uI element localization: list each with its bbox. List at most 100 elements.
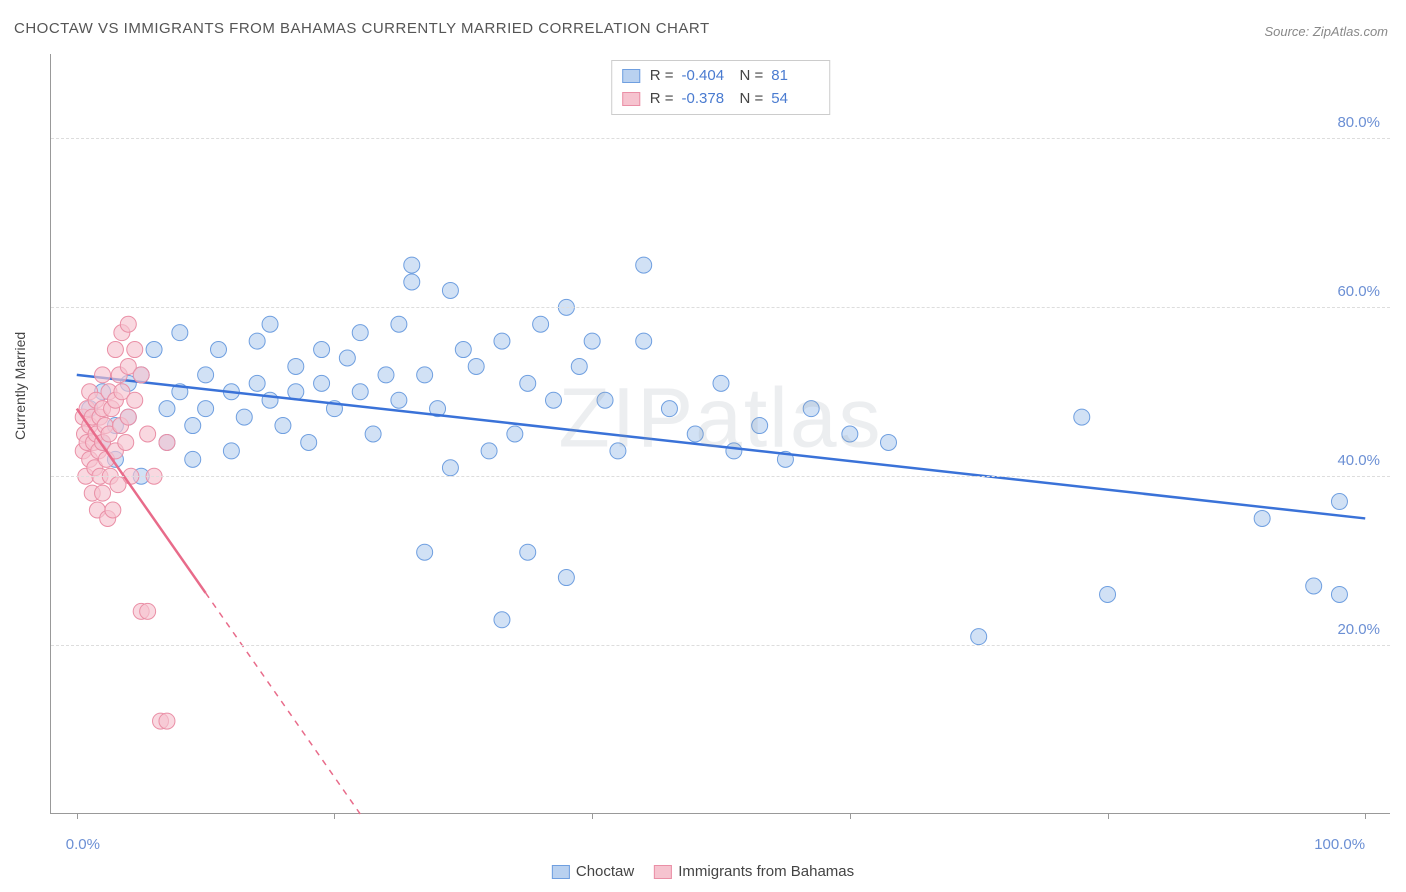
y-axis-label: Currently Married xyxy=(12,332,28,440)
scatter-point xyxy=(507,426,523,442)
x-tick xyxy=(77,813,78,819)
scatter-point xyxy=(636,257,652,273)
scatter-point xyxy=(236,409,252,425)
scatter-point xyxy=(404,274,420,290)
scatter-point xyxy=(597,392,613,408)
regression-line-dashed xyxy=(206,593,361,814)
scatter-point xyxy=(249,333,265,349)
scatter-point xyxy=(352,384,368,400)
scatter-point xyxy=(146,342,162,358)
scatter-point xyxy=(107,342,123,358)
scatter-point xyxy=(571,358,587,374)
plot-area: ZIPatlas R =-0.404N =81R =-0.378N =54 20… xyxy=(50,54,1390,814)
scatter-point xyxy=(314,375,330,391)
scatter-point xyxy=(546,392,562,408)
gridline xyxy=(51,645,1390,646)
scatter-point xyxy=(172,325,188,341)
x-tick xyxy=(1108,813,1109,819)
scatter-point xyxy=(661,401,677,417)
scatter-point xyxy=(118,434,134,450)
source-attribution: Source: ZipAtlas.com xyxy=(1264,24,1388,39)
scatter-point xyxy=(275,418,291,434)
scatter-point xyxy=(468,358,484,374)
scatter-point xyxy=(1306,578,1322,594)
scatter-point xyxy=(520,375,536,391)
legend-swatch xyxy=(622,92,640,106)
legend-stats-row: R =-0.378N =54 xyxy=(622,88,820,111)
scatter-point xyxy=(417,367,433,383)
stat-r-value: -0.378 xyxy=(682,88,730,111)
legend-swatch xyxy=(552,865,570,879)
scatter-point xyxy=(494,612,510,628)
gridline xyxy=(51,307,1390,308)
scatter-point xyxy=(636,333,652,349)
scatter-point xyxy=(120,409,136,425)
scatter-point xyxy=(288,358,304,374)
scatter-point xyxy=(185,451,201,467)
x-tick xyxy=(592,813,593,819)
legend-stats-box: R =-0.404N =81R =-0.378N =54 xyxy=(611,60,831,115)
scatter-point xyxy=(127,342,143,358)
scatter-point xyxy=(140,603,156,619)
x-tick xyxy=(334,813,335,819)
scatter-point xyxy=(558,570,574,586)
scatter-point xyxy=(971,629,987,645)
scatter-point xyxy=(95,485,111,501)
scatter-point xyxy=(159,401,175,417)
scatter-point xyxy=(140,426,156,442)
scatter-point xyxy=(314,342,330,358)
y-tick-label: 60.0% xyxy=(1337,283,1380,300)
scatter-point xyxy=(881,434,897,450)
stat-label: R = xyxy=(650,65,674,88)
stat-label: R = xyxy=(650,88,674,111)
scatter-point xyxy=(159,713,175,729)
scatter-point xyxy=(339,350,355,366)
scatter-point xyxy=(352,325,368,341)
scatter-point xyxy=(752,418,768,434)
legend-swatch xyxy=(654,865,672,879)
scatter-point xyxy=(533,316,549,332)
x-tick xyxy=(1365,813,1366,819)
scatter-point xyxy=(687,426,703,442)
stat-n-value: 81 xyxy=(771,65,819,88)
legend-bottom: ChoctawImmigrants from Bahamas xyxy=(552,863,854,880)
scatter-point xyxy=(520,544,536,560)
chart-title: CHOCTAW VS IMMIGRANTS FROM BAHAMAS CURRE… xyxy=(14,20,710,37)
legend-label: Choctaw xyxy=(576,863,634,880)
scatter-point xyxy=(159,434,175,450)
scatter-point xyxy=(1331,586,1347,602)
scatter-point xyxy=(404,257,420,273)
x-tick-label: 0.0% xyxy=(66,836,100,853)
x-tick xyxy=(850,813,851,819)
scatter-point xyxy=(481,443,497,459)
legend-stats-row: R = -0.404 N = 81 xyxy=(622,65,820,88)
scatter-point xyxy=(1254,510,1270,526)
scatter-point xyxy=(95,367,111,383)
stat-label: N = xyxy=(740,65,764,88)
scatter-point xyxy=(105,502,121,518)
scatter-point xyxy=(442,460,458,476)
scatter-point xyxy=(198,401,214,417)
scatter-point xyxy=(584,333,600,349)
scatter-point xyxy=(494,333,510,349)
scatter-point xyxy=(249,375,265,391)
scatter-point xyxy=(378,367,394,383)
scatter-point xyxy=(198,367,214,383)
legend-item: Choctaw xyxy=(552,863,634,880)
scatter-point xyxy=(442,282,458,298)
scatter-point xyxy=(1074,409,1090,425)
scatter-point xyxy=(185,418,201,434)
scatter-point xyxy=(455,342,471,358)
scatter-point xyxy=(133,367,149,383)
scatter-point xyxy=(211,342,227,358)
scatter-point xyxy=(417,544,433,560)
gridline xyxy=(51,138,1390,139)
scatter-point xyxy=(120,316,136,332)
scatter-point xyxy=(713,375,729,391)
regression-line xyxy=(77,375,1365,519)
x-tick-label: 100.0% xyxy=(1314,836,1365,853)
stat-r-value: -0.404 xyxy=(682,65,730,88)
scatter-point xyxy=(223,443,239,459)
gridline xyxy=(51,476,1390,477)
scatter-point xyxy=(610,443,626,459)
